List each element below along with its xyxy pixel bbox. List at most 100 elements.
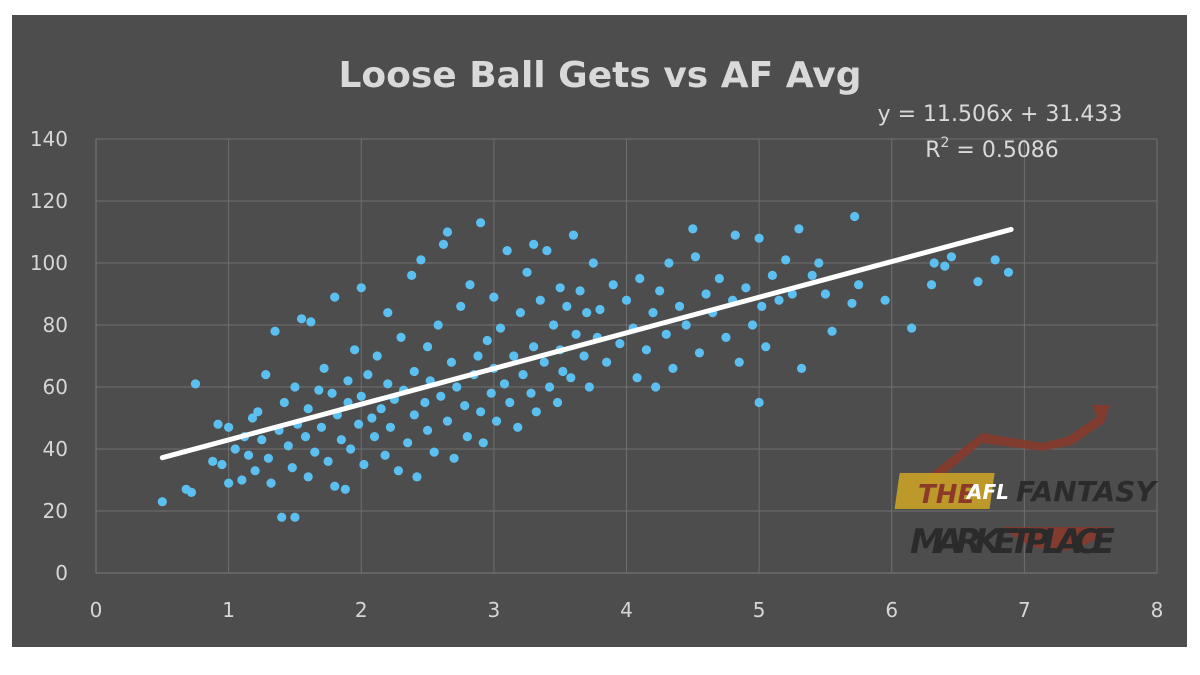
scatter-point: [558, 366, 568, 377]
y-tick-label: 100: [30, 251, 68, 275]
scatter-point: [456, 301, 466, 311]
scatter-point: [681, 320, 691, 330]
scatter-point: [230, 444, 240, 454]
scatter-point: [741, 283, 751, 293]
scatter-point: [688, 224, 698, 234]
y-tick-label: 40: [43, 437, 68, 461]
scatter-point: [224, 478, 234, 488]
scatter-point: [363, 370, 373, 380]
scatter-point: [588, 258, 598, 268]
data-points: [157, 211, 1014, 522]
axes: 0 20 40 60 80 100 120 140 0 1 2 3 4 5 6 7 8: [30, 127, 1164, 622]
scatter-point: [584, 382, 594, 392]
y-tick-label: 120: [30, 189, 68, 213]
scatter-point: [403, 438, 413, 448]
scatter-point: [542, 246, 552, 256]
scatter-point: [247, 413, 258, 423]
scatter-point: [314, 385, 324, 395]
scatter-point: [571, 329, 581, 339]
scatter-point: [807, 270, 817, 280]
scatter-point: [529, 239, 539, 249]
scatter-point: [754, 233, 764, 243]
logo-word-fantasy: FANTASY: [1016, 475, 1158, 508]
scatter-point: [767, 270, 777, 280]
scatter-point: [270, 326, 280, 336]
scatter-point: [449, 453, 459, 463]
scatter-point: [973, 277, 983, 287]
scatter-point: [701, 289, 711, 299]
scatter-point: [499, 379, 510, 389]
scatter-point: [383, 308, 393, 318]
scatter-point: [296, 314, 307, 324]
scatter-point: [555, 283, 565, 293]
logo-word-the: THE: [918, 480, 975, 510]
x-tick-label: 8: [1151, 598, 1164, 622]
scatter-point: [714, 273, 724, 284]
scatter-point: [668, 363, 678, 373]
scatter-point: [940, 261, 950, 271]
scatter-point: [217, 459, 227, 470]
trend-arrow-icon: [922, 405, 1110, 485]
scatter-point: [186, 487, 197, 497]
scatter-point: [412, 472, 422, 482]
scatter-point: [224, 422, 234, 432]
scatter-point: [350, 345, 360, 355]
scatter-point: [664, 258, 674, 268]
scatter-point: [287, 463, 297, 473]
scatter-point: [367, 413, 377, 423]
scatter-point: [310, 447, 320, 457]
scatter-point: [380, 450, 390, 460]
scatter-point: [478, 438, 488, 448]
scatter-point: [575, 286, 585, 296]
chart-title: Loose Ball Gets vs AF Avg: [338, 55, 861, 96]
scatter-point: [343, 376, 353, 386]
scatter-point: [340, 484, 350, 494]
scatter-point: [820, 289, 831, 299]
scatter-point: [336, 435, 346, 445]
scatter-point: [562, 301, 572, 311]
scatter-point: [568, 230, 579, 240]
scatter-point: [505, 397, 515, 408]
scatter-point: [303, 472, 313, 482]
scatter-point: [283, 441, 293, 451]
scatter-point: [602, 357, 612, 367]
x-tick-label: 5: [753, 598, 766, 622]
scatter-point: [754, 397, 764, 408]
scatter-point: [420, 397, 430, 408]
scatter-point: [243, 450, 254, 460]
scatter-point: [452, 382, 462, 392]
scatter-point: [582, 308, 592, 318]
scatter-point: [316, 422, 327, 432]
x-tick-label: 6: [885, 598, 898, 622]
scatter-point: [290, 512, 300, 522]
scatter-point: [548, 320, 559, 330]
scatter-point: [674, 301, 685, 311]
x-tick-label: 3: [488, 598, 501, 622]
scatter-point: [495, 323, 506, 333]
scatter-point: [1003, 267, 1014, 277]
scatter-point: [796, 363, 807, 373]
scatter-point: [544, 382, 555, 392]
scatter-point: [847, 298, 857, 308]
scatter-point: [462, 432, 472, 442]
scatter-point: [407, 270, 417, 280]
scatter-point: [482, 335, 492, 346]
scatter-point: [730, 230, 740, 240]
scatter-point: [330, 481, 340, 491]
scatter-point: [261, 370, 271, 380]
scatter-point: [442, 416, 453, 426]
logo-word-afl: AFL: [965, 480, 1009, 504]
scatter-point: [526, 388, 536, 398]
scatter-point: [372, 351, 382, 361]
scatter-point: [513, 422, 523, 432]
scatter-point: [359, 459, 369, 470]
y-tick-label: 80: [43, 313, 68, 337]
scatter-point: [491, 416, 502, 426]
scatter-point: [416, 255, 426, 265]
scatter-point: [794, 224, 804, 234]
scatter-point: [446, 357, 457, 367]
scatter-point: [655, 286, 665, 296]
scatter-point: [190, 379, 201, 389]
scatter-point: [277, 512, 287, 522]
scatter-point: [566, 373, 576, 383]
